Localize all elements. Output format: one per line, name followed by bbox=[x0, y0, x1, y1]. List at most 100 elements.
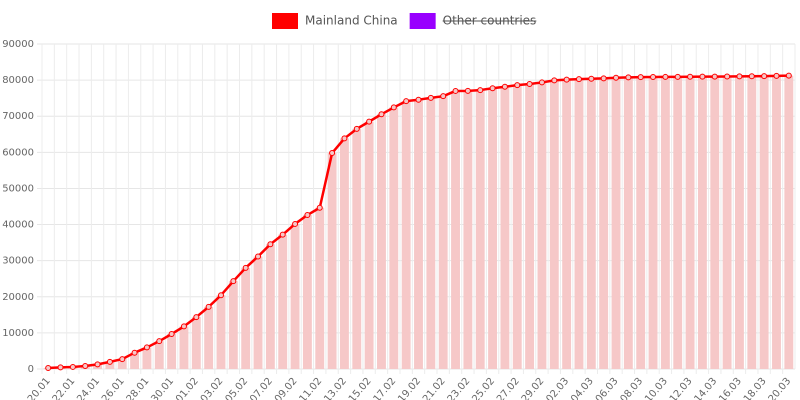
bar bbox=[339, 138, 349, 369]
x-tick-label: 28.01 bbox=[125, 376, 152, 400]
x-tick-label: 02.03 bbox=[544, 376, 571, 400]
point bbox=[279, 231, 286, 238]
point bbox=[403, 98, 410, 105]
point bbox=[452, 87, 459, 94]
x-tick-label: 16.03 bbox=[717, 376, 744, 400]
bar bbox=[697, 76, 707, 370]
point bbox=[69, 363, 76, 370]
y-tick-label: 40000 bbox=[2, 220, 34, 231]
bar bbox=[512, 85, 522, 370]
x-tick-label: 19.02 bbox=[396, 376, 423, 400]
point bbox=[341, 135, 348, 142]
x-tick-label: 24.01 bbox=[75, 376, 102, 400]
x-tick-label: 03.02 bbox=[199, 376, 226, 400]
point bbox=[440, 93, 447, 100]
point bbox=[292, 220, 299, 227]
point bbox=[736, 73, 743, 80]
bar bbox=[772, 75, 781, 369]
x-tick-label: 11.02 bbox=[298, 376, 325, 400]
bar bbox=[549, 80, 559, 370]
y-tick-label: 70000 bbox=[2, 111, 34, 122]
point bbox=[724, 73, 731, 80]
x-tick-label: 01.02 bbox=[174, 376, 201, 400]
bar bbox=[401, 101, 411, 369]
x-tick-label: 26.01 bbox=[100, 376, 127, 400]
point bbox=[464, 87, 471, 94]
point bbox=[119, 356, 126, 363]
bar bbox=[735, 76, 744, 370]
bar bbox=[648, 77, 658, 370]
point bbox=[427, 94, 434, 101]
point bbox=[205, 303, 212, 310]
point bbox=[699, 73, 706, 80]
point bbox=[168, 331, 175, 338]
bar bbox=[278, 234, 288, 369]
point bbox=[242, 264, 249, 271]
bar bbox=[537, 82, 547, 369]
bar bbox=[290, 223, 300, 369]
bar bbox=[784, 75, 794, 369]
y-tick-label: 30000 bbox=[2, 256, 34, 267]
legend-swatch[interactable] bbox=[272, 13, 298, 29]
point bbox=[650, 74, 657, 81]
bar bbox=[364, 121, 374, 369]
point bbox=[94, 361, 101, 368]
legend-swatch[interactable] bbox=[409, 13, 436, 29]
point bbox=[230, 278, 237, 285]
bar bbox=[216, 295, 226, 369]
bar bbox=[574, 79, 584, 369]
bar bbox=[191, 317, 201, 369]
point bbox=[625, 74, 632, 81]
bar bbox=[228, 281, 238, 369]
bar bbox=[241, 267, 251, 369]
point bbox=[761, 73, 768, 80]
point bbox=[514, 82, 521, 89]
x-tick-label: 08.03 bbox=[618, 376, 645, 400]
point bbox=[82, 363, 89, 370]
y-tick-label: 0 bbox=[28, 364, 34, 375]
bar bbox=[414, 99, 423, 369]
bar bbox=[673, 76, 683, 370]
y-tick-label: 80000 bbox=[2, 75, 34, 86]
y-tick-label: 20000 bbox=[2, 292, 34, 303]
x-tick-label: 20.03 bbox=[767, 376, 794, 400]
x-tick-label: 12.03 bbox=[668, 376, 695, 400]
point bbox=[329, 150, 336, 157]
bar bbox=[377, 114, 386, 369]
x-tick-label: 15.02 bbox=[347, 376, 374, 400]
x-tick-label: 04.03 bbox=[569, 376, 596, 400]
legend-label[interactable]: Mainland China bbox=[305, 14, 398, 28]
point bbox=[45, 364, 52, 371]
bar bbox=[525, 83, 535, 369]
bar bbox=[710, 76, 720, 369]
point bbox=[711, 73, 718, 80]
point bbox=[575, 76, 582, 83]
point bbox=[748, 73, 755, 80]
point bbox=[57, 364, 64, 371]
bar bbox=[747, 76, 757, 369]
bar bbox=[130, 352, 140, 369]
bar bbox=[562, 79, 572, 370]
point bbox=[588, 75, 595, 82]
point bbox=[156, 338, 163, 345]
point bbox=[563, 76, 570, 83]
point bbox=[662, 73, 669, 80]
x-tick-label: 09.02 bbox=[273, 376, 300, 400]
point bbox=[378, 111, 385, 118]
bar bbox=[623, 77, 633, 370]
point bbox=[477, 87, 484, 94]
point bbox=[501, 83, 508, 90]
x-tick-label: 25.02 bbox=[470, 376, 497, 400]
bar bbox=[488, 88, 498, 369]
point bbox=[551, 77, 558, 84]
point bbox=[255, 253, 262, 260]
bar bbox=[636, 77, 646, 370]
x-tick-label: 14.03 bbox=[693, 376, 720, 400]
bar bbox=[426, 97, 436, 369]
point bbox=[316, 204, 323, 211]
bar bbox=[599, 78, 609, 369]
bar bbox=[352, 128, 362, 369]
bar bbox=[451, 90, 460, 370]
bar bbox=[265, 244, 275, 369]
point bbox=[526, 80, 533, 87]
